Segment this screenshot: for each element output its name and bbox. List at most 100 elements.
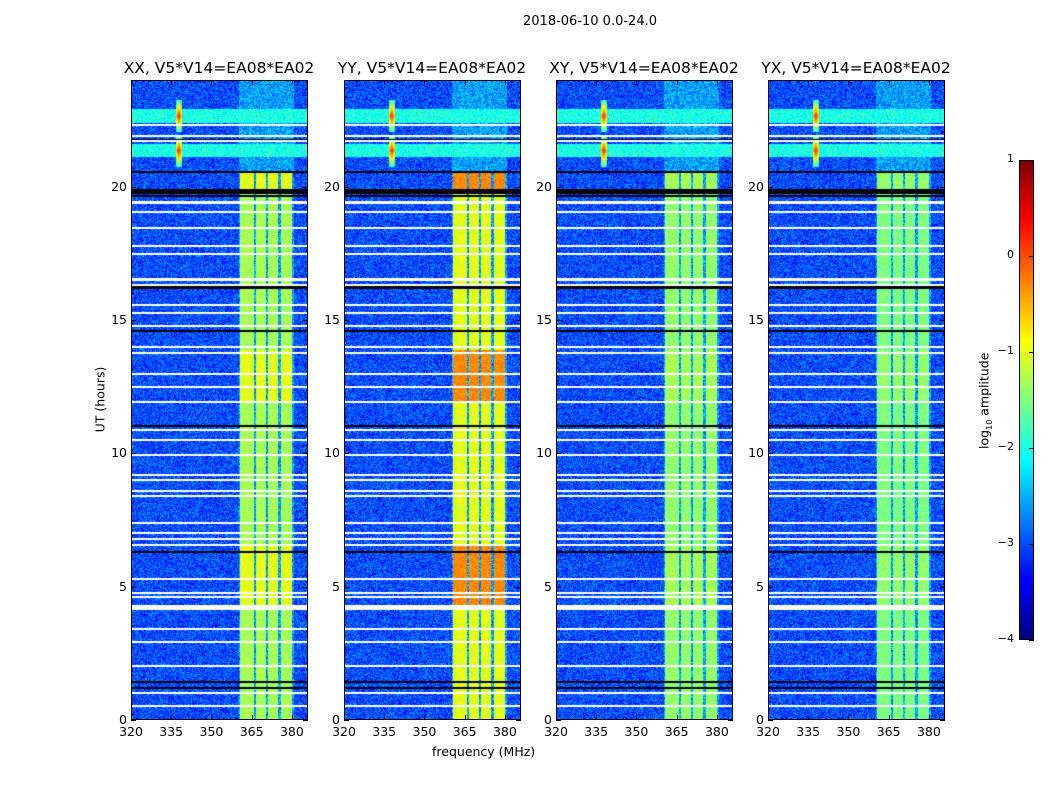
y-tick-mark [768,453,773,455]
colorbar-tick-label: 0 [1007,248,1014,261]
heatmap-image-0 [132,81,307,719]
y-tick-label: 20 [536,178,552,194]
x-tick-mark [848,715,850,720]
x-tick-mark [928,715,930,720]
x-tick-mark-top [848,80,850,85]
y-tick-label: 5 [119,578,127,594]
x-tick-label: 320 [544,724,568,739]
colorbar-label-sub: 10 [984,419,994,430]
y-tick-label: 15 [536,312,552,327]
x-tick-label: 335 [159,724,184,739]
heatmap-panel-3 [768,80,945,720]
y-tick-mark [131,720,136,721]
y-tick-label: 15 [111,312,127,327]
y-tick-mark [131,320,136,321]
x-tick-mark [464,715,466,720]
heatmap-image-1 [345,81,520,719]
y-tick-label: 10 [111,445,127,461]
y-tick-label: 5 [756,578,764,594]
heatmap-panel-0 [131,80,308,720]
colorbar-tick [1029,256,1034,257]
y-tick-label: 20 [748,178,764,194]
y-tick-mark-right [516,586,521,588]
y-tick-mark-right [303,186,308,188]
x-tick-label: 335 [584,724,609,739]
x-tick-mark [636,715,638,720]
x-tick-mark-top [716,80,718,85]
x-tick-label: 380 [279,724,304,739]
x-tick-mark [251,715,253,720]
y-tick-mark-right [516,320,521,321]
y-axis-label: UT (hours) [92,366,108,433]
y-tick-mark-right [303,720,308,721]
y-tick-mark-right [303,453,308,455]
y-tick-mark-right [728,453,733,455]
y-tick-label: 5 [544,578,552,594]
y-tick-mark-right [303,320,308,321]
x-tick-mark-top [676,80,678,85]
x-tick-mark [888,715,890,720]
colorbar-label-log: log [976,429,992,449]
y-tick-mark-right [728,720,733,721]
y-tick-mark [556,186,561,188]
y-tick-mark [344,586,349,588]
y-tick-mark-right [728,320,733,321]
y-tick-label: 0 [756,712,764,727]
colorbar-tick [1029,640,1034,641]
colorbar [1019,160,1034,640]
colorbar-tick [1029,352,1034,353]
y-tick-label: 10 [536,445,552,461]
y-tick-mark [344,453,349,455]
y-tick-mark [131,586,136,588]
colorbar-tick [1029,160,1034,161]
y-tick-label: 10 [324,445,340,461]
y-tick-mark [768,320,773,321]
x-tick-mark [424,715,426,720]
y-tick-label: 10 [748,445,764,461]
x-tick-label: 350 [412,724,437,739]
y-tick-mark [556,586,561,588]
x-tick-mark-top [556,80,557,85]
x-tick-label: 320 [119,724,143,739]
x-tick-label: 350 [624,724,649,739]
x-tick-mark [384,715,386,720]
x-tick-mark-top [131,80,132,85]
heatmap-panel-2 [556,80,733,720]
colorbar-tick [1029,544,1034,545]
x-tick-mark [291,715,293,720]
y-tick-mark-right [303,586,308,588]
y-tick-mark-right [728,186,733,188]
x-tick-label: 350 [199,724,224,739]
y-tick-label: 0 [119,712,127,727]
y-tick-mark [556,720,561,721]
x-tick-mark-top [888,80,890,85]
x-tick-mark [171,715,173,720]
x-tick-mark-top [384,80,386,85]
x-tick-mark-top [211,80,213,85]
x-tick-mark-top [808,80,810,85]
x-tick-mark [211,715,213,720]
colorbar-label-suffix: amplitude [976,352,992,420]
y-tick-mark [768,186,773,188]
x-axis-label: frequency (MHz) [432,744,536,759]
x-tick-mark-top [636,80,638,85]
figure-title: 2018-06-10 0.0-24.0 [523,14,657,29]
x-tick-label: 350 [836,724,861,739]
y-tick-mark-right [940,586,945,588]
y-tick-mark-right [940,720,945,721]
x-tick-mark [676,715,678,720]
x-tick-mark [504,715,506,720]
x-tick-mark-top [424,80,426,85]
y-tick-label: 15 [324,312,340,327]
x-tick-mark-top [596,80,598,85]
y-tick-mark [131,186,136,188]
x-tick-mark [768,715,769,720]
x-tick-mark [556,715,557,720]
y-tick-mark [556,320,561,321]
y-tick-label: 20 [111,178,127,194]
panel-title-0: XX, V5*V14=EA08*EA02 [123,59,315,77]
colorbar-tick-label: −1 [997,344,1014,357]
x-tick-label: 365 [664,724,689,739]
x-tick-label: 380 [492,724,517,739]
